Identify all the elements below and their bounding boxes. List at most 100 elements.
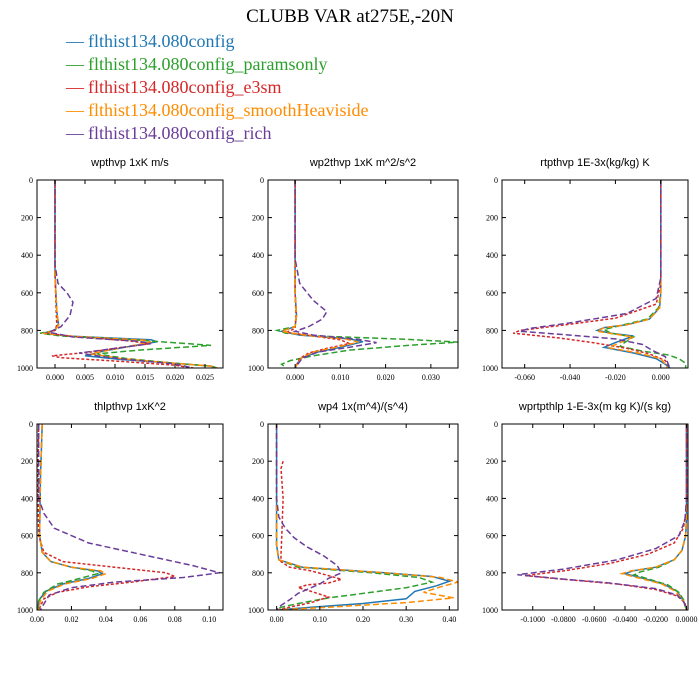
y-tick-label: 1000 [248, 606, 264, 615]
plot-frame [501, 423, 689, 611]
plot-frame [36, 423, 224, 611]
y-tick-label: 800 [486, 569, 498, 578]
plot-frame [267, 423, 459, 611]
chart-title: wpthvp 1xK m/s [90, 157, 169, 169]
y-tick-label: 200 [21, 457, 33, 466]
x-tick-label: 0.020 [166, 373, 184, 382]
y-tick-label: 800 [252, 326, 264, 335]
chart-panel: rtpthvp 1E-3x(kg/kg) K 0 200 400 600 800 1000 -… [482, 157, 689, 382]
legend-item: — flthist134.080config_e3sm [66, 76, 368, 99]
series-line [37, 424, 178, 610]
y-tick-label: 0 [494, 176, 498, 185]
series-line [517, 424, 688, 610]
series-line [602, 180, 687, 368]
y-tick-label: 800 [486, 326, 498, 335]
series-line [619, 424, 688, 610]
plot-frame [267, 179, 459, 369]
x-tick-label: 0.015 [136, 373, 154, 382]
y-tick-label: 400 [21, 494, 33, 503]
page-title: CLUBB VAR at275E,-20N [246, 6, 454, 27]
x-tick-label: 0.30 [399, 615, 413, 624]
chart-panel: wprtpthlp 1-E-3x(m kg K)/(s kg) 0 200 400 60… [482, 401, 697, 624]
x-tick-label: -0.0400 [613, 615, 638, 624]
legend-label: flthist134.080config_paramsonly [88, 54, 328, 74]
x-tick-label: 0.020 [377, 373, 395, 382]
legend-label: flthist134.080config_rich [88, 123, 272, 143]
legend-dash-icon: — [66, 77, 84, 97]
chart-title: wp4 1x(m^4)/(s^4) [317, 401, 408, 413]
chart-title: rtpthvp 1E-3x(kg/kg) K [540, 157, 650, 169]
x-tick-label: 0.0000 [675, 615, 697, 624]
x-tick-label: 0.000 [286, 373, 304, 382]
y-tick-label: 200 [21, 214, 33, 223]
legend-dash-icon: — [66, 54, 84, 74]
series-line [275, 424, 452, 610]
x-tick-label: -0.020 [605, 373, 626, 382]
series-line [46, 180, 194, 368]
y-tick-label: 800 [21, 569, 33, 578]
series-line [281, 180, 359, 368]
legend-dash-icon: — [66, 100, 84, 120]
chart-title: wp2thvp 1xK m^2/s^2 [309, 157, 416, 169]
x-tick-label: 0.10 [202, 615, 216, 624]
series-line [274, 180, 458, 368]
y-tick-label: 600 [21, 532, 33, 541]
series-line [525, 424, 688, 610]
y-tick-label: 0 [29, 420, 33, 429]
legend-item: — flthist134.080config [66, 30, 368, 53]
series-line [275, 424, 458, 610]
series-line [275, 424, 435, 610]
x-tick-label: 0.010 [331, 373, 349, 382]
legend-dash-icon: — [66, 123, 84, 143]
series-line [632, 424, 688, 610]
x-tick-label: 0.010 [106, 373, 124, 382]
y-tick-label: 600 [486, 289, 498, 298]
y-tick-label: 600 [21, 289, 33, 298]
series-line [37, 424, 105, 610]
y-tick-label: 600 [252, 532, 264, 541]
series-line [594, 180, 671, 368]
y-tick-label: 0 [260, 420, 264, 429]
y-tick-label: 0 [260, 176, 264, 185]
x-tick-label: 0.10 [313, 615, 327, 624]
x-tick-label: 0.00 [30, 615, 44, 624]
series-line [275, 424, 343, 610]
y-tick-label: 1000 [482, 364, 498, 373]
x-tick-label: 0.030 [422, 373, 440, 382]
x-tick-label: 0.000 [652, 373, 670, 382]
x-tick-label: -0.0200 [643, 615, 668, 624]
x-tick-label: -0.1000 [520, 615, 545, 624]
y-tick-label: 600 [486, 532, 498, 541]
legend-dash-icon: — [66, 31, 84, 51]
x-tick-label: 0.08 [168, 615, 182, 624]
series-line [37, 424, 220, 610]
chart-title: thlpthvp 1xK^2 [94, 401, 166, 413]
chart-panel: wp4 1x(m^4)/(s^4) 0 200 400 600 800 1000 0.00 0.… [248, 401, 459, 624]
y-tick-label: 1000 [17, 364, 33, 373]
legend: — flthist134.080config — flthist134.080conf… [66, 30, 368, 145]
x-tick-label: 0.02 [64, 615, 78, 624]
x-tick-label: -0.0800 [551, 615, 576, 624]
x-tick-label: 0.00 [270, 615, 284, 624]
x-tick-label: 0.005 [76, 373, 94, 382]
series-line [519, 180, 671, 368]
y-tick-label: 400 [486, 251, 498, 260]
y-tick-label: 800 [252, 569, 264, 578]
y-tick-label: 400 [21, 251, 33, 260]
x-tick-label: -0.0600 [582, 615, 607, 624]
chart-title: wprtpthlp 1-E-3x(m kg K)/(s kg) [518, 401, 671, 413]
x-tick-label: 0.000 [46, 373, 64, 382]
series-line [595, 180, 669, 368]
x-tick-label: 0.06 [133, 615, 147, 624]
series-line [513, 180, 671, 368]
x-tick-label: -0.040 [560, 373, 581, 382]
y-tick-label: 0 [494, 420, 498, 429]
series-line [39, 180, 218, 368]
chart-panel: wpthvp 1xK m/s 0 200 400 600 800 1000 0.000 0.00… [17, 157, 224, 382]
x-tick-label: 0.20 [356, 615, 370, 624]
y-tick-label: 0 [29, 176, 33, 185]
y-tick-label: 200 [252, 214, 264, 223]
y-tick-label: 1000 [248, 364, 264, 373]
legend-label: flthist134.080config [88, 31, 235, 51]
